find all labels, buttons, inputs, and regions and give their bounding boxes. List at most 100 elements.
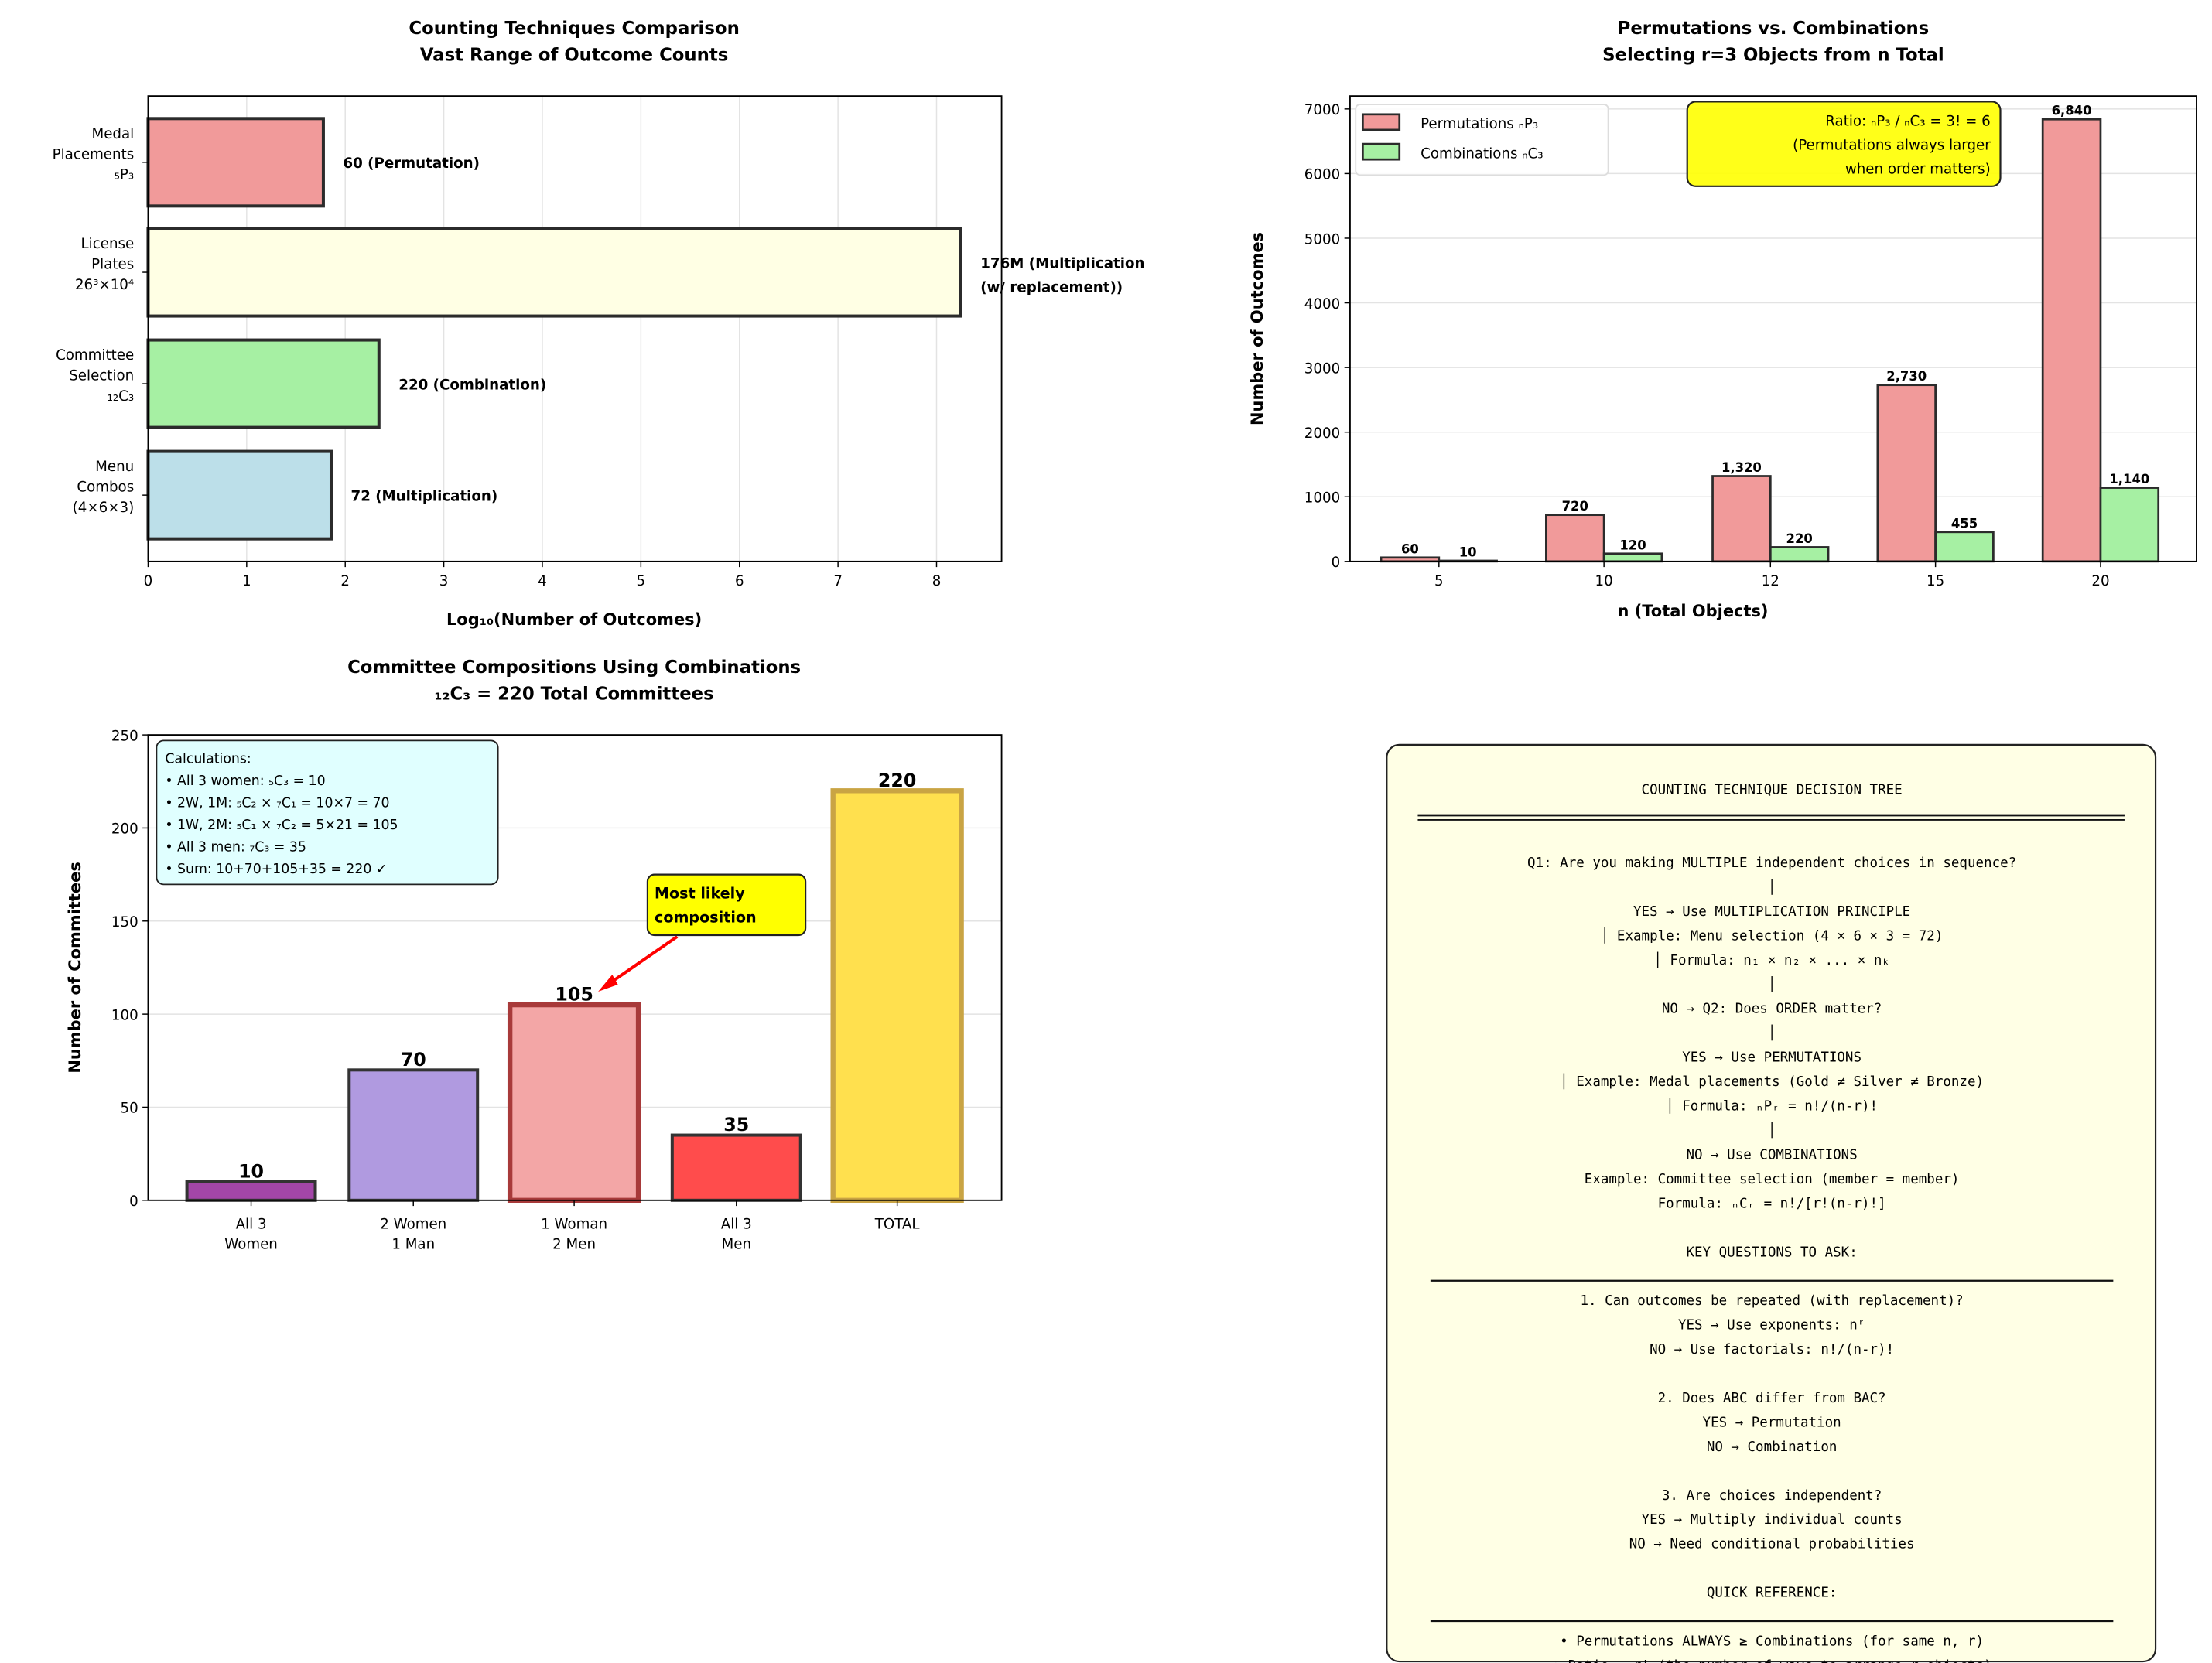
y-tick-label: 5000 — [1304, 231, 1340, 248]
decision-tree-line: │ — [1768, 1122, 1776, 1139]
decision-tree-line: COUNTING TECHNIQUE DECISION TREE — [1642, 783, 1903, 798]
decision-tree-line: KEY QUESTIONS TO ASK: — [1686, 1245, 1857, 1260]
decision-tree-line: YES → Multiply individual counts — [1642, 1512, 1903, 1528]
decision-tree-line: YES → Permutation — [1703, 1415, 1841, 1430]
decision-tree-line: • Permutations ALWAYS ≥ Combinations (fo… — [1560, 1634, 1984, 1650]
y-tick-label: 2000 — [1304, 425, 1340, 442]
data-label: 120 — [1619, 538, 1646, 552]
calculations-box — [156, 739, 499, 886]
y-tick-label: 26³×10⁴ — [75, 277, 134, 293]
bar-permutation — [2041, 118, 2102, 563]
data-label: 35 — [723, 1114, 749, 1135]
legend: Permutations ₙP₃ Combinations ₙC₃ — [1355, 104, 1609, 176]
callout-arrow — [603, 935, 679, 989]
decision-tree-line: 2. Does ABC differ from BAC? — [1658, 1391, 1886, 1406]
y-tick-label: 4000 — [1304, 296, 1340, 312]
bar — [830, 788, 964, 1203]
legend-label: Combinations ₙC₃ — [1421, 145, 1543, 162]
decision-tree-line: YES → Use PERMUTATIONS — [1682, 1050, 1862, 1066]
y-tick-label: 200 — [111, 821, 138, 838]
x-tick-label: 8 — [932, 573, 942, 589]
decision-tree-line: │ Formula: n₁ × n₂ × ... × nₖ — [1653, 951, 1890, 968]
decision-tree-line: QUICK REFERENCE: — [1707, 1586, 1838, 1601]
bar — [507, 1002, 641, 1203]
data-label: 70 — [401, 1049, 426, 1071]
y-tick-label: 100 — [111, 1007, 138, 1023]
bar-combination — [1602, 552, 1663, 563]
y-tick-label: Combos — [77, 480, 134, 496]
bar-combination — [1769, 546, 1830, 563]
x-tick-label: 2 Men — [552, 1237, 596, 1253]
data-label: 105 — [555, 984, 593, 1006]
legend-label: Permutations ₙP₃ — [1421, 116, 1538, 132]
y-tick-label: 0 — [1332, 555, 1341, 571]
bar — [146, 227, 962, 318]
chart-title: Vast Range of Outcome Counts — [420, 46, 728, 66]
callout-box — [646, 873, 807, 937]
y-tick-label: 1000 — [1304, 490, 1340, 507]
committee-chart: Committee Compositions Using Combination… — [66, 657, 1003, 1253]
x-tick-label: 2 — [340, 573, 350, 589]
decision-tree-line: NO → Q2: Does ORDER matter? — [1662, 1002, 1882, 1017]
y-tick-label: 7000 — [1304, 102, 1340, 118]
decision-tree-line: 3. Are choices independent? — [1662, 1488, 1882, 1504]
y-tick-label: 3000 — [1304, 360, 1340, 377]
x-tick-label: 10 — [1595, 573, 1613, 589]
decision-tree-line: │ — [1768, 1024, 1776, 1041]
x-tick-label: Women — [224, 1237, 278, 1253]
decision-tree-line: NO → Combination — [1707, 1439, 1838, 1455]
x-axis-label: Log₁₀(Number of Outcomes) — [446, 610, 702, 629]
ratio-annotation-text: Ratio: ₙP₃ / ₙC₃ = 3! = 6 — [1825, 113, 1990, 129]
decision-tree-line: Example: Committee selection (member = m… — [1585, 1172, 1960, 1187]
decision-tree-line: NO → Need conditional probabilities — [1629, 1537, 1915, 1552]
legend-box — [1355, 104, 1609, 176]
data-label: 455 — [1951, 516, 1978, 531]
decision-tree-line: │ — [1768, 878, 1776, 895]
y-axis-label: Number of Outcomes — [1248, 232, 1267, 425]
decision-tree-line: │ Example: Menu selection (4 × 6 × 3 = 7… — [1601, 927, 1944, 944]
decision-tree-line: Q1: Are you making MULTIPLE independent … — [1527, 855, 2016, 871]
y-tick-label: License — [81, 236, 135, 252]
data-label: 1,320 — [1721, 460, 1762, 475]
y-tick-label: 250 — [111, 728, 138, 744]
y-tick-label: ₅P₃ — [115, 167, 135, 183]
ratio-annotation-text: (Permutations always larger — [1793, 137, 1991, 153]
x-axis-label: n (Total Objects) — [1618, 602, 1769, 620]
x-tick-label: 7 — [833, 573, 843, 589]
x-tick-label: 20 — [2091, 573, 2109, 589]
x-tick-label: 2 Women — [380, 1216, 446, 1232]
decision-tree-line: YES → Use exponents: nʳ — [1678, 1318, 1865, 1333]
data-label: 60 — [1401, 541, 1419, 556]
y-tick-label: ₁₂C₃ — [108, 388, 135, 405]
y-tick-label: Committee — [56, 347, 134, 364]
data-label: 10 — [238, 1160, 264, 1182]
data-label: 6,840 — [2052, 104, 2092, 118]
bar — [670, 1133, 802, 1202]
calculations-text: • 2W, 1M: ₅C₂ × ₇C₁ = 10×7 = 70 — [165, 795, 389, 811]
y-tick-label: Medal — [91, 126, 134, 142]
plot-frame — [147, 734, 1003, 1201]
callout-text: composition — [655, 909, 757, 927]
data-label: 720 — [1562, 499, 1588, 514]
data-label: 72 (Multiplication) — [351, 488, 498, 504]
calculations-text: • Sum: 10+70+105+35 = 220 ✓ — [165, 862, 387, 877]
y-tick-label: 50 — [121, 1101, 138, 1117]
chart-title: Committee Compositions Using Combination… — [347, 657, 801, 678]
decision-tree-line: │ Example: Medal placements (Gold ≠ Silv… — [1560, 1073, 1984, 1090]
data-label: 2,730 — [1886, 369, 1927, 384]
decision-tree-line: • Ratio = r! (the number of ways to arra… — [1552, 1658, 1992, 1663]
x-tick-label: 1 — [242, 573, 251, 589]
chart-title: ₁₂C₃ = 220 Total Committees — [435, 685, 714, 705]
ratio-annotation-box — [1686, 101, 2002, 187]
x-tick-label: 15 — [1927, 573, 1944, 589]
data-label: (w/ replacement)) — [980, 280, 1123, 296]
decision-tree-line: Formula: ₙCᵣ = n!/[r!(n-r)!] — [1658, 1196, 1886, 1211]
bar-combination — [1934, 531, 1995, 563]
perm-vs-comb-chart: Permutations vs. Combinations Selecting r… — [1248, 19, 2197, 620]
x-tick-label: 0 — [144, 573, 153, 589]
x-tick-label: 12 — [1762, 573, 1780, 589]
y-tick-label: Plates — [91, 256, 134, 272]
decision-tree-line: 1. Can outcomes be repeated (with replac… — [1581, 1293, 1964, 1309]
y-tick-label: 150 — [111, 914, 138, 931]
decision-tree-line: │ Formula: ₙPᵣ = n!/(n-r)! — [1666, 1098, 1878, 1115]
